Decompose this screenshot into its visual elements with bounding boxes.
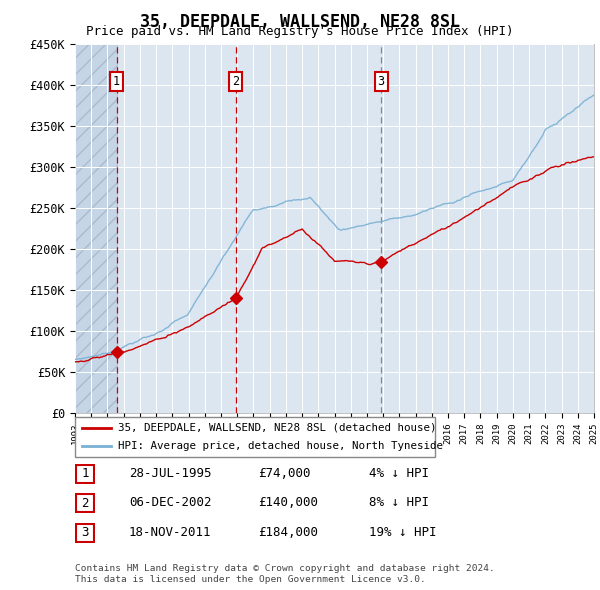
Text: 8% ↓ HPI: 8% ↓ HPI [369, 496, 429, 509]
Text: HPI: Average price, detached house, North Tyneside: HPI: Average price, detached house, Nort… [118, 441, 443, 451]
Text: 4% ↓ HPI: 4% ↓ HPI [369, 467, 429, 480]
Text: 2: 2 [232, 74, 239, 88]
FancyBboxPatch shape [76, 464, 94, 483]
Text: 1: 1 [81, 467, 89, 480]
Text: 3: 3 [377, 74, 385, 88]
Text: 35, DEEPDALE, WALLSEND, NE28 8SL (detached house): 35, DEEPDALE, WALLSEND, NE28 8SL (detach… [118, 423, 437, 433]
Text: £140,000: £140,000 [258, 496, 318, 509]
Text: 28-JUL-1995: 28-JUL-1995 [129, 467, 212, 480]
FancyBboxPatch shape [76, 494, 94, 513]
Text: £74,000: £74,000 [258, 467, 311, 480]
Text: 35, DEEPDALE, WALLSEND, NE28 8SL: 35, DEEPDALE, WALLSEND, NE28 8SL [140, 13, 460, 31]
Bar [75, 44, 116, 413]
Text: Contains HM Land Registry data © Crown copyright and database right 2024.: Contains HM Land Registry data © Crown c… [75, 565, 495, 573]
Text: This data is licensed under the Open Government Licence v3.0.: This data is licensed under the Open Gov… [75, 575, 426, 584]
Text: 06-DEC-2002: 06-DEC-2002 [129, 496, 212, 509]
FancyBboxPatch shape [75, 417, 435, 457]
Text: 18-NOV-2011: 18-NOV-2011 [129, 526, 212, 539]
Text: 19% ↓ HPI: 19% ↓ HPI [369, 526, 437, 539]
Text: 1: 1 [113, 74, 120, 88]
Text: Price paid vs. HM Land Registry's House Price Index (HPI): Price paid vs. HM Land Registry's House … [86, 25, 514, 38]
Text: 3: 3 [81, 526, 89, 539]
Text: 2: 2 [81, 497, 89, 510]
FancyBboxPatch shape [76, 523, 94, 542]
Text: £184,000: £184,000 [258, 526, 318, 539]
